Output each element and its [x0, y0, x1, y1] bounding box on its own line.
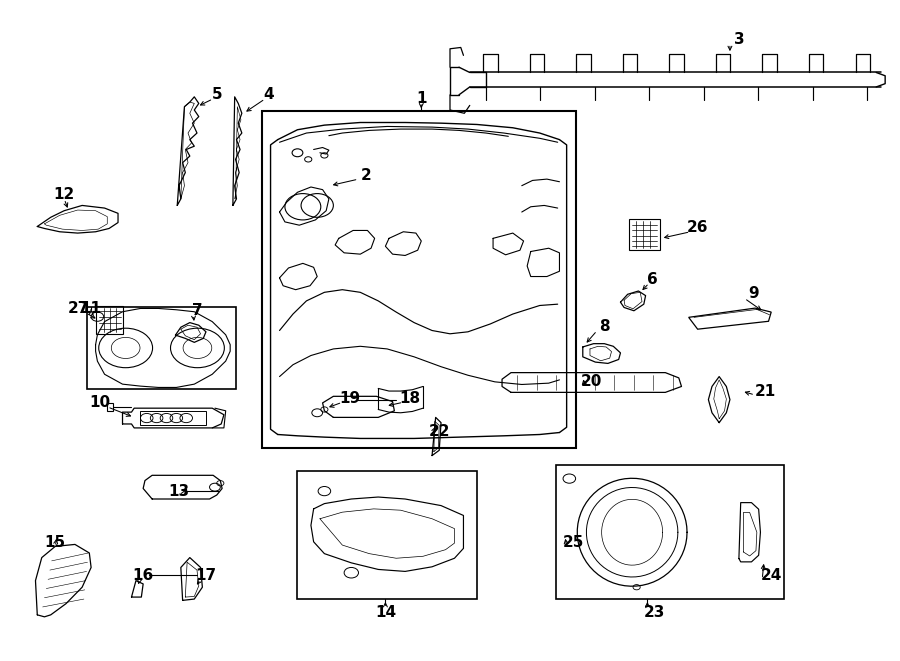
Text: 22: 22: [428, 424, 450, 439]
Text: 6: 6: [647, 272, 658, 287]
Text: 11: 11: [81, 301, 102, 316]
Text: 18: 18: [399, 391, 420, 406]
Text: 15: 15: [45, 535, 66, 550]
Bar: [86, 307, 237, 389]
Text: 17: 17: [195, 568, 217, 583]
Text: 26: 26: [687, 220, 708, 235]
Text: 23: 23: [644, 605, 665, 620]
Text: 16: 16: [132, 568, 154, 583]
Text: 27: 27: [68, 301, 89, 316]
Text: 21: 21: [755, 383, 777, 399]
Text: 1: 1: [416, 91, 427, 106]
Text: 13: 13: [168, 484, 190, 498]
Text: 9: 9: [748, 286, 759, 301]
Text: 4: 4: [264, 87, 274, 102]
Text: 10: 10: [89, 395, 111, 410]
Bar: [140, 410, 206, 425]
Text: 7: 7: [192, 303, 202, 318]
Text: 2: 2: [361, 168, 372, 182]
Bar: [262, 111, 576, 447]
Text: 3: 3: [734, 32, 744, 47]
Bar: [107, 403, 112, 410]
Text: 14: 14: [374, 605, 396, 620]
Text: 5: 5: [212, 87, 222, 102]
Text: 20: 20: [581, 374, 602, 389]
Text: 25: 25: [563, 535, 584, 550]
Bar: [629, 219, 660, 251]
Bar: [298, 471, 477, 599]
Text: 24: 24: [760, 568, 782, 583]
Bar: [556, 465, 784, 599]
Text: 8: 8: [599, 319, 609, 334]
Text: 19: 19: [339, 391, 360, 406]
Bar: [96, 306, 123, 334]
Text: 12: 12: [54, 188, 75, 202]
